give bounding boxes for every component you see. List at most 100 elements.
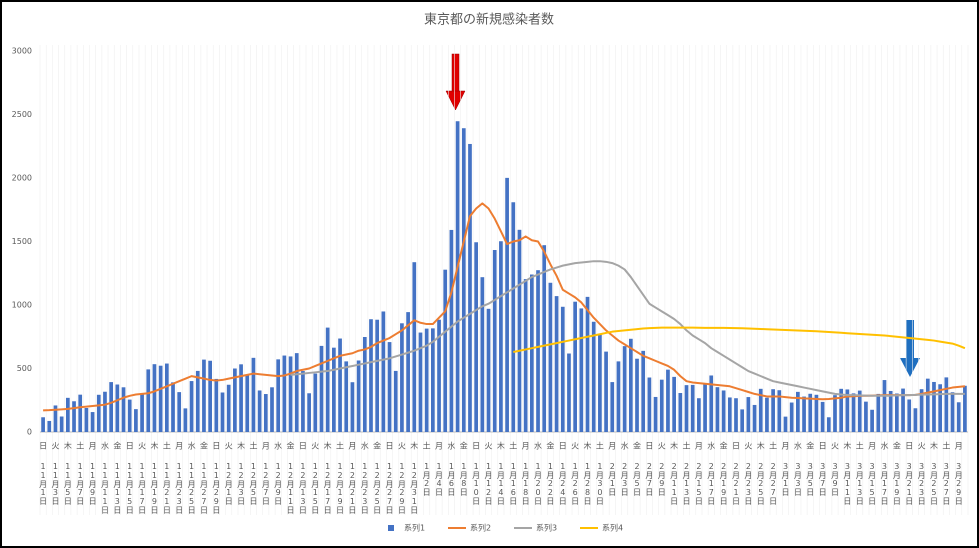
bar [901,388,905,432]
bar [270,387,274,432]
weekday-label: 火 [398,442,406,451]
weekday-label: 金 [893,441,901,451]
bar [876,393,881,432]
bar [820,401,825,432]
y-tick-label: 3000 [12,47,32,56]
x-tick-label: 11月15日 [125,462,134,515]
bar [864,401,868,432]
legend-label: 系列2 [470,523,491,533]
bar [647,377,652,432]
bar [400,323,404,432]
bar [907,399,912,432]
weekday-label: 日 [299,442,307,451]
bar [635,358,639,432]
weekday-label: 日 [126,442,134,451]
bar [517,229,522,432]
bar [202,359,206,432]
weekday-label: 木 [584,441,592,451]
x-tick-label: 3月7日 [818,462,827,497]
weekday-label: 金 [460,441,468,451]
x-tick-label: 3月19日 [892,462,901,506]
bar [734,398,738,432]
bar [406,312,410,432]
weekday-label: 火 [658,442,666,451]
weekday-label: 水 [621,441,629,451]
x-tick-label: 2月25日 [756,462,765,506]
weekday-label: 水 [707,441,715,451]
bar [542,245,547,432]
bar [765,397,769,432]
weekday-label: 月 [89,442,97,451]
weekday-label: 土 [596,441,604,451]
x-tick-label: 11月17日 [138,462,147,515]
x-tick-label: 3月15日 [868,462,877,506]
weekday-label: 金 [806,441,814,451]
y-tick-label: 500 [17,364,32,373]
bar [412,262,417,432]
bar [925,378,930,432]
weekday-label: 月 [695,442,703,451]
weekday-label: 火 [311,442,319,451]
bar [523,279,528,432]
bar [888,390,893,432]
bar [449,229,454,432]
bar [857,390,862,432]
x-tick-label: 12月21日 [348,462,357,515]
x-tick-label: 3月11日 [843,462,852,506]
weekday-label: 日 [39,442,47,451]
y-tick-label: 2500 [12,110,32,119]
x-tick-label: 1月22日 [546,462,555,506]
x-tick-label: 3月5日 [806,462,815,497]
bar [703,383,707,432]
x-tick-label: 1月18日 [521,462,530,506]
bar [474,242,479,432]
x-tick-label: 3月1日 [781,462,790,497]
weekday-label: 土 [856,441,864,451]
bar [164,363,169,432]
bar [251,357,256,432]
bar [839,388,844,432]
bar [752,404,757,432]
x-tick-label: 2月23日 [744,462,753,506]
bar [350,382,355,432]
bar [387,342,392,432]
line [43,202,966,412]
weekday-label: 金 [546,441,554,451]
bar [443,269,448,432]
x-tick-label: 1月8日 [459,462,468,497]
legend-swatch [388,525,394,531]
bar [41,417,45,432]
weekday-label: 水 [101,441,109,451]
bar [641,350,646,432]
bar [715,387,720,432]
x-tick-label: 11月19日 [150,462,159,515]
weekday-label: 土 [423,441,431,451]
bar [870,409,874,432]
weekday-label: 月 [262,442,270,451]
bar [919,389,924,432]
weekday-label: 火 [744,442,752,451]
x-tick-label: 3月23日 [917,462,926,506]
bar [455,121,460,432]
bar [78,394,83,432]
bar [362,337,367,432]
bar [276,359,281,432]
bar [183,408,188,432]
weekday-label: 土 [769,441,777,451]
bar [461,128,466,432]
weekday-label: 月 [522,442,530,451]
bar [591,321,596,432]
x-tick-label: 1月10日 [472,462,481,506]
bar [468,143,472,433]
bar [393,370,398,432]
x-tick-label: 1月20日 [534,462,543,506]
bar [789,402,794,432]
weekday-label: 月 [348,442,356,451]
weekday-label: 火 [51,442,59,451]
bar [882,380,887,432]
x-tick-label: 11月21日 [162,462,171,515]
bar [369,319,373,432]
bar [177,392,182,432]
x-tick-label: 2月13日 [682,462,691,506]
bar [604,351,608,432]
